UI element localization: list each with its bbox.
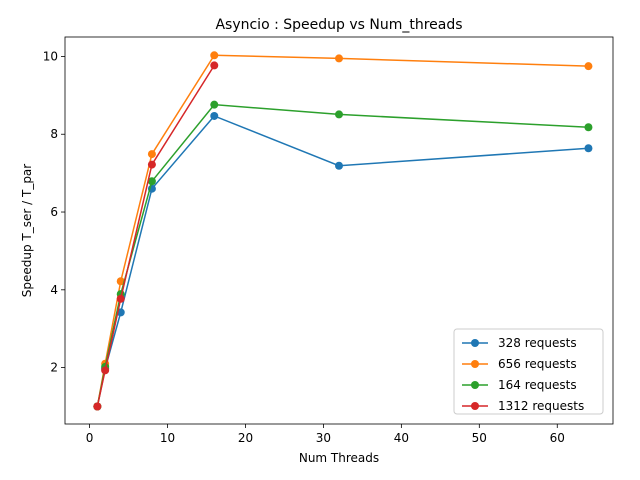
legend-label: 328 requests — [498, 336, 577, 350]
y-axis-label: Speedup T_ser / T_par — [20, 164, 34, 298]
data-point — [584, 144, 593, 153]
data-point — [210, 100, 219, 109]
chart-title: Asyncio : Speedup vs Num_threads — [215, 17, 462, 33]
y-tick-label: 4 — [50, 283, 58, 297]
legend-marker — [471, 381, 479, 389]
legend-label: 656 requests — [498, 357, 577, 371]
data-point — [210, 51, 219, 60]
data-point — [210, 61, 219, 70]
y-tick-label: 2 — [50, 361, 58, 375]
x-tick-label: 20 — [238, 431, 253, 445]
plot-area: 0 10 20 30 40 50 60 2 4 6 8 10 — [43, 36, 614, 445]
legend-label: 164 requests — [498, 378, 577, 392]
x-tick-label: 40 — [394, 431, 409, 445]
x-tick-label: 60 — [550, 431, 565, 445]
y-tick-label: 10 — [43, 49, 58, 63]
legend-label: 1312 requests — [498, 399, 584, 413]
data-point — [101, 366, 110, 375]
data-point — [147, 150, 156, 159]
x-tick-label: 0 — [86, 431, 94, 445]
legend-marker — [471, 360, 479, 368]
y-tick-label: 6 — [50, 205, 58, 219]
x-axis-label: Num Threads — [299, 451, 379, 465]
data-point — [584, 123, 593, 132]
series-line-3 — [96, 64, 215, 407]
x-tick-label: 10 — [160, 431, 175, 445]
legend-marker — [471, 402, 479, 410]
x-tick-label: 50 — [472, 431, 487, 445]
axes-frame — [64, 36, 614, 425]
legend: 328 requests 656 requests 164 requests 1312… — [453, 328, 604, 415]
data-point — [147, 160, 156, 169]
data-point — [147, 177, 156, 186]
data-point — [335, 54, 343, 63]
data-point — [584, 62, 593, 71]
data-point — [116, 277, 125, 286]
legend-box — [453, 328, 604, 415]
data-point — [210, 111, 219, 120]
x-tick-label: 30 — [316, 431, 331, 445]
data-point — [335, 110, 343, 119]
data-point — [116, 294, 125, 303]
data-point — [93, 402, 102, 411]
legend-marker — [471, 339, 479, 347]
data-point — [335, 161, 343, 170]
y-tick-label: 8 — [50, 127, 58, 141]
